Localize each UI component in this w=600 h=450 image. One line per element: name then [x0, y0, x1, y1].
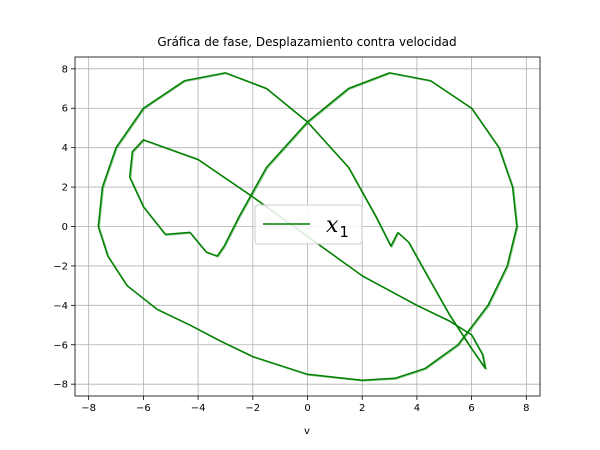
y-tick-label: −2 — [53, 261, 68, 272]
x-axis-label: v — [304, 426, 310, 437]
y-tick-label: 4 — [62, 143, 68, 154]
curve-layer — [97, 72, 519, 382]
legend-label: x1 — [326, 213, 349, 241]
y-tick-label: −6 — [53, 340, 68, 351]
x-tick-label: −6 — [136, 403, 151, 414]
series-line-x1-trace — [98, 72, 519, 382]
legend-label-main: x — [326, 213, 339, 238]
x-tick-label: 0 — [304, 403, 310, 414]
legend-label-subscript: 1 — [339, 223, 349, 241]
x-tick-label: −2 — [245, 403, 260, 414]
y-tick-label: −4 — [53, 301, 68, 312]
x-tick-label: −4 — [191, 403, 206, 414]
x-tick-label: 2 — [359, 403, 365, 414]
legend: x1 — [254, 204, 363, 245]
y-tick-label: 0 — [62, 222, 68, 233]
x-tick-label: 6 — [468, 403, 474, 414]
y-tick-label: 2 — [62, 183, 68, 194]
x-tick-label: −8 — [81, 403, 96, 414]
series-line-x1 — [97, 72, 518, 381]
y-tick-label: 6 — [62, 104, 68, 115]
y-tick-label: 8 — [62, 64, 68, 75]
x-tick-label: 8 — [523, 403, 529, 414]
y-tick-label: −8 — [53, 380, 68, 391]
x-tick-label: 4 — [414, 403, 420, 414]
tick-layer: −8 −6 −4 −2 0 2 4 6 8 −8 −6 −4 −2 0 2 4 6 8 — [53, 64, 529, 414]
chart-title: Gráfica de fase, Desplazamiento contra v… — [157, 35, 456, 49]
